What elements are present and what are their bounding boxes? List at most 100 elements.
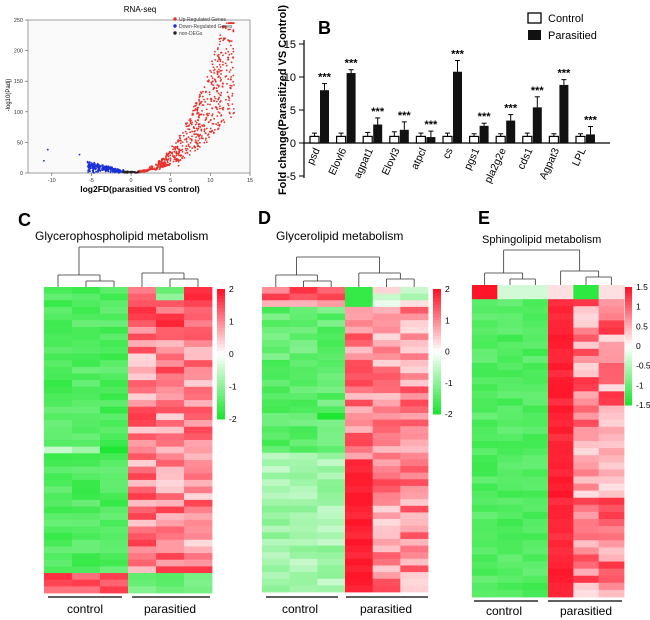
bar-marks: *** psd *** Elovl6 *** agpat1 *** Elovl3 *** atpc…	[305, 49, 598, 186]
heat-cell	[372, 393, 401, 401]
heat-cell	[598, 469, 625, 477]
up-gene-point	[217, 121, 220, 124]
heat-cell	[128, 340, 157, 348]
heat-cell	[317, 466, 346, 474]
heat-cell	[573, 455, 600, 463]
bar-category-label: pla2g2e	[482, 146, 509, 185]
heat-cell	[598, 483, 625, 492]
up-gene-point	[173, 150, 176, 153]
colorbar-segment	[217, 363, 225, 368]
heat-cell	[472, 448, 498, 456]
heat-cell	[522, 391, 549, 399]
heat-cell	[345, 512, 374, 520]
heat-cell	[345, 300, 374, 308]
up-gene-point	[179, 139, 181, 142]
heat-cell	[372, 505, 401, 513]
up-gene-point	[169, 162, 171, 165]
heat-cell	[289, 479, 318, 487]
heat-cell	[184, 353, 213, 361]
up-gene-point	[190, 139, 193, 142]
group-label-control-e: control	[486, 604, 522, 618]
significance-stars: ***	[557, 68, 571, 80]
heat-cell	[100, 466, 129, 474]
colorbar-segment	[433, 342, 441, 346]
up-gene-point	[192, 126, 195, 128]
colorbar-label: -2	[229, 414, 237, 424]
up-gene-point	[218, 57, 221, 60]
colorbar-segment	[625, 387, 632, 391]
heat-cell	[72, 533, 101, 541]
colorbar-segment	[217, 396, 225, 400]
up-gene-point	[220, 91, 223, 94]
colorbar-segment	[217, 360, 225, 365]
heat-cell	[100, 579, 129, 587]
up-gene-point	[187, 128, 190, 131]
heat-cell	[128, 333, 157, 341]
heat-cell	[372, 552, 401, 560]
up-gene-point	[178, 137, 181, 139]
up-gene-point	[177, 159, 180, 162]
heat-cell	[44, 346, 73, 354]
heat-cell	[262, 366, 291, 374]
heat-cell	[598, 320, 625, 328]
up-gene-point	[154, 168, 157, 171]
heat-cell	[400, 412, 429, 421]
heat-cell	[522, 313, 549, 321]
up-gene-point	[157, 160, 160, 163]
heat-cell	[100, 400, 129, 408]
heat-cell	[317, 300, 346, 308]
up-gene-point	[166, 154, 169, 157]
heat-cell	[128, 573, 157, 581]
heat-cell	[128, 493, 157, 501]
heat-cell	[372, 459, 401, 467]
heat-cell	[72, 340, 101, 348]
up-gene-point	[228, 53, 231, 56]
up-gene-point	[215, 87, 218, 90]
heat-cell	[573, 533, 600, 541]
up-gene-point	[211, 60, 213, 63]
heat-cell	[400, 379, 429, 387]
heat-cell	[72, 420, 101, 428]
up-gene-point	[209, 127, 212, 130]
up-gene-point	[175, 154, 178, 157]
heat-cell	[100, 486, 129, 494]
up-gene-point	[172, 148, 175, 151]
up-gene-point	[226, 22, 228, 24]
heatmap-e-cells	[472, 285, 625, 598]
legend-parasitied-label: Parasitied	[548, 30, 597, 42]
colorbar-segment	[217, 399, 225, 404]
heat-cell	[317, 379, 346, 387]
heat-cell	[522, 398, 549, 406]
volcano-xlabel: log2FD(parasitied VS control)	[80, 184, 200, 194]
heat-cell	[548, 533, 574, 541]
up-gene-point	[203, 141, 206, 144]
legend-down-label: Down-Regulated Genes	[179, 24, 233, 30]
heat-cell	[289, 452, 318, 460]
heat-cell	[100, 459, 129, 468]
heat-cell	[472, 384, 498, 392]
up-gene-point	[190, 138, 193, 141]
heat-cell	[598, 448, 625, 456]
colorbar-segment	[625, 313, 632, 317]
up-gene-point	[227, 104, 230, 107]
up-gene-point	[227, 58, 230, 61]
heat-cell	[345, 572, 374, 580]
heat-cell	[100, 287, 129, 295]
bar-legend: Control Parasitied	[527, 12, 597, 42]
down-gene-point	[98, 165, 101, 168]
up-gene-point	[194, 139, 197, 142]
down-gene-point	[111, 167, 114, 170]
bar-parasitied	[479, 125, 489, 144]
colorbar-segment	[217, 341, 225, 345]
heat-cell	[44, 519, 73, 527]
heat-cell	[317, 333, 346, 341]
down-gene-point	[109, 168, 112, 171]
heat-cell	[472, 306, 498, 314]
heat-cell	[372, 545, 401, 553]
heat-cell	[497, 504, 524, 513]
heat-cell	[472, 561, 498, 570]
significance-stars: ***	[504, 103, 518, 115]
up-gene-point	[232, 112, 235, 115]
heat-cell	[262, 432, 291, 440]
heat-cell	[372, 485, 401, 493]
